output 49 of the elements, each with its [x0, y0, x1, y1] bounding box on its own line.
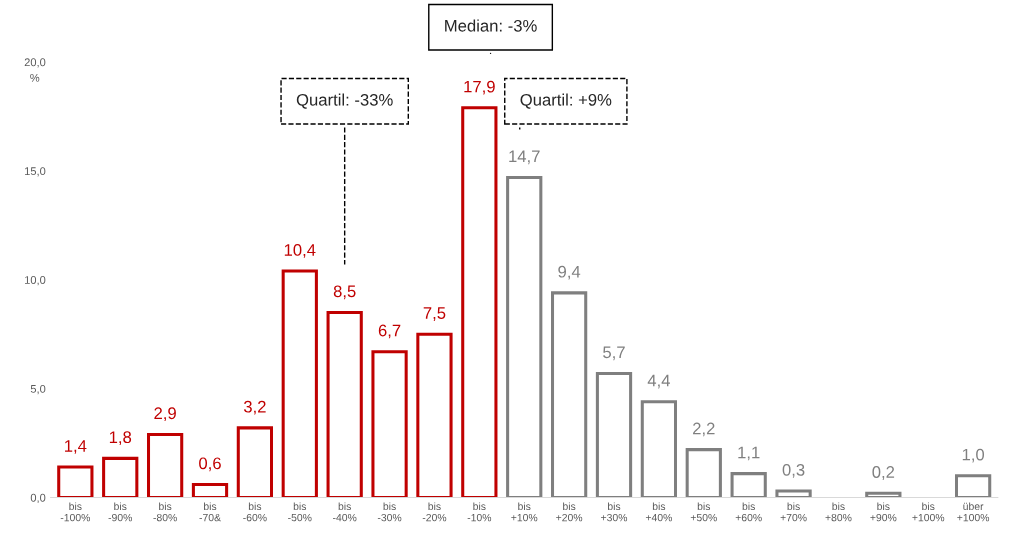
x-tick-label: bis +50%	[690, 502, 717, 522]
data-label: 10,4	[284, 244, 316, 258]
x-tick-label: bis -40%	[332, 502, 357, 522]
data-label: 17,9	[464, 80, 495, 95]
data-label: 1,8	[109, 431, 132, 446]
data-label: 3,2	[243, 400, 266, 415]
y-tick-label: 5,0	[30, 384, 46, 395]
data-label: 1,4	[65, 440, 87, 454]
y-tick-label: 20,0	[24, 58, 46, 68]
data-label: 2,9	[154, 407, 176, 422]
x-tick-label: bis +90%	[870, 502, 897, 522]
x-tick-label: bis -70&	[199, 502, 221, 522]
x-tick-label: bis +20%	[556, 502, 583, 522]
data-label: 4,4	[647, 374, 670, 389]
text: Median: -3%	[445, 19, 537, 32]
data-label: 7,5	[423, 307, 446, 321]
x-tick-label: bis +100%	[912, 502, 945, 522]
data-label: 8,5	[333, 285, 356, 300]
y-tick-label: 0,0	[30, 493, 46, 503]
y-axis-title: %	[30, 73, 40, 82]
annotation: Quartil: +9%	[520, 93, 612, 109]
x-tick-label: bis -100%	[60, 502, 91, 522]
x-tick-label: bis -90%	[108, 502, 133, 522]
x-tick-label: bis -50%	[288, 502, 312, 522]
data-label: 9,4	[558, 265, 581, 280]
y-tick-label: 10,0	[25, 276, 46, 286]
data-label: 0,6	[199, 457, 221, 472]
x-tick-label: bis +10%	[511, 502, 538, 522]
x-tick-label: bis -30%	[377, 502, 402, 522]
x-tick-label: bis -80%	[153, 502, 177, 522]
x-tick-label: bis +30%	[601, 502, 628, 522]
data-label: 1,1	[738, 446, 760, 461]
x-tick-label: bis -10%	[467, 502, 492, 522]
x-tick-label: über +100%	[957, 502, 990, 522]
data-label: 2,2	[693, 422, 715, 437]
data-label: 1,0	[962, 448, 985, 463]
y-tick-label: 15,0	[25, 167, 46, 177]
annotation: Quartil: -33%	[296, 93, 393, 109]
x-tick-label: bis +60%	[735, 502, 762, 522]
data-label: 0,2	[872, 466, 895, 480]
data-label: 6,7	[378, 324, 401, 339]
x-tick-label: bis +40%	[645, 502, 672, 522]
x-tick-label: bis -60%	[243, 502, 267, 522]
x-tick-label: bis -20%	[422, 502, 447, 522]
data-label: 14,7	[509, 150, 540, 165]
data-label: 5,7	[603, 346, 625, 361]
x-tick-label: bis +80%	[825, 502, 852, 522]
x-tick-label: bis +70%	[780, 502, 807, 522]
data-label: 0,3	[782, 463, 805, 478]
